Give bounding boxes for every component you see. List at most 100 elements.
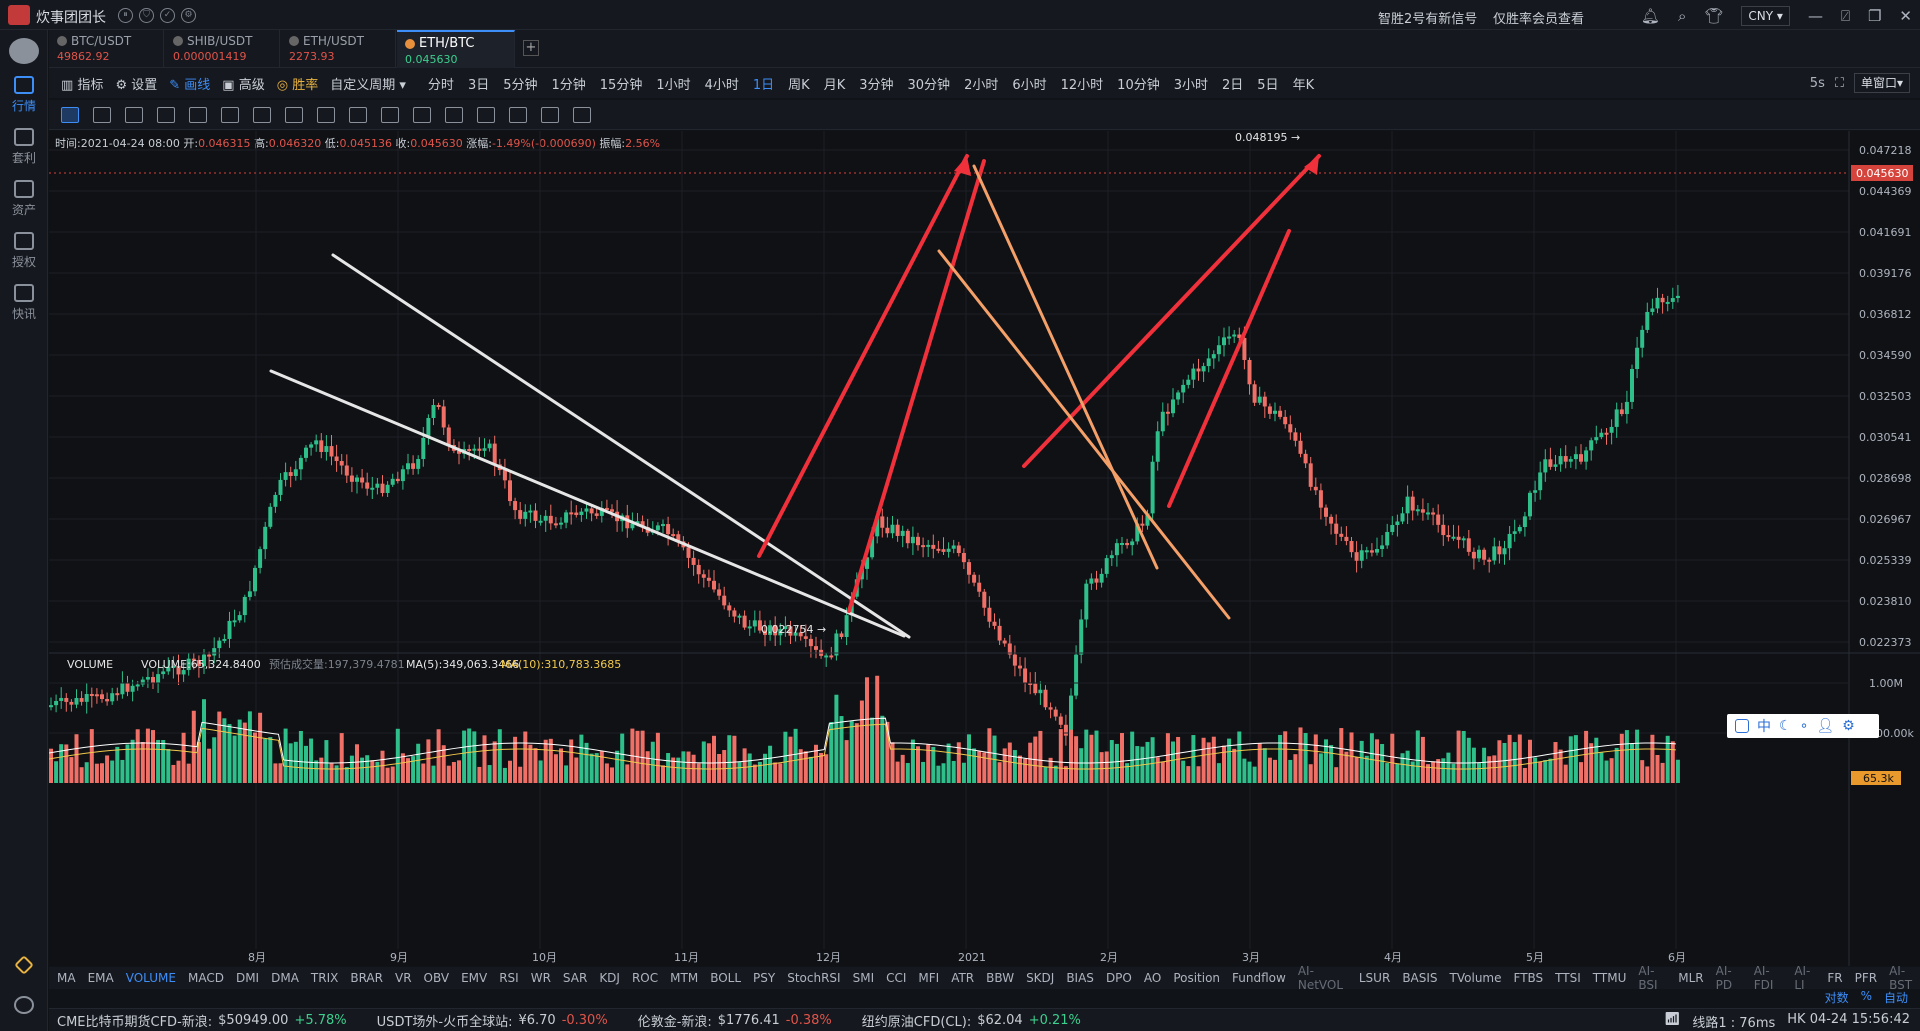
indicator-basis[interactable]: BASIS <box>1402 971 1438 985</box>
settings-button[interactable] <box>0 996 48 1017</box>
pen-icon[interactable] <box>413 107 431 123</box>
restore-icon[interactable]: ❐ <box>1867 7 1882 25</box>
period-14[interactable]: 12小时 <box>1060 77 1104 93</box>
line-status[interactable]: 线路1 : 76ms <box>1692 1016 1776 1031</box>
sidebar-item-quote[interactable]: 行情 <box>0 76 48 114</box>
gear-icon[interactable]: ⚙ <box>181 8 196 23</box>
indicator-ftbs[interactable]: FTBS <box>1513 971 1544 985</box>
period-19[interactable]: 年K <box>1292 77 1315 93</box>
period-15[interactable]: 10分钟 <box>1117 77 1160 93</box>
refresh-interval[interactable]: 5s <box>1809 75 1825 91</box>
period-3[interactable]: 1分钟 <box>551 77 586 93</box>
period-16[interactable]: 3小时 <box>1173 77 1208 93</box>
indicator-ai-netvol[interactable]: AI-NetVOL <box>1297 964 1344 992</box>
add-tab-button[interactable]: + <box>523 40 539 56</box>
indicator-fundflow[interactable]: Fundflow <box>1232 971 1286 985</box>
sidebar-item-assets[interactable]: 资产 <box>0 180 48 218</box>
bars-icon[interactable] <box>445 107 463 123</box>
period-1[interactable]: 3日 <box>467 77 490 93</box>
indicator-ma[interactable]: MA <box>57 971 76 985</box>
indicator-boll[interactable]: BOLL <box>710 971 742 985</box>
period-9[interactable]: 月K <box>823 77 846 93</box>
record-icon[interactable]: ⏸ <box>118 8 133 23</box>
rectangle-icon[interactable] <box>157 107 175 123</box>
diamond-button[interactable] <box>0 955 48 975</box>
indicator-roc[interactable]: ROC <box>631 971 659 985</box>
window-mode-select[interactable]: 单窗口▾ <box>1853 73 1910 93</box>
indicator-ema[interactable]: EMA <box>87 971 114 985</box>
indicator-button[interactable]: ▥ 指标 <box>61 77 104 93</box>
indicator-mlr[interactable]: MLR <box>1678 971 1704 985</box>
draw-button[interactable]: ✎ 画线 <box>169 77 211 93</box>
close-icon[interactable]: ✕ <box>1899 7 1912 25</box>
period-7[interactable]: 1日 <box>752 77 775 93</box>
edit-icon[interactable] <box>541 107 559 123</box>
magnet-icon[interactable] <box>317 107 335 123</box>
indicator-ai-bst[interactable]: AI-BST <box>1889 964 1913 992</box>
sidebar-item-arbitrage[interactable]: 套利 <box>0 128 48 166</box>
minimize-icon[interactable]: — <box>1807 7 1823 25</box>
indicator-bias[interactable]: BIAS <box>1066 971 1094 985</box>
sidebar-item-auth[interactable]: 授权 <box>0 232 48 270</box>
fullscreen-icon[interactable]: ⛶ <box>1834 75 1844 91</box>
period-11[interactable]: 30分钟 <box>907 77 951 93</box>
indicator-position[interactable]: Position <box>1173 971 1221 985</box>
tab-eth-usdt[interactable]: ETH/USDT 2273.93 <box>281 30 396 68</box>
period-13[interactable]: 6小时 <box>1012 77 1047 93</box>
pin-icon[interactable]: ⍁ <box>1840 7 1850 25</box>
parallel-line-icon[interactable] <box>125 107 143 123</box>
trash-alt-icon[interactable] <box>477 107 495 123</box>
lock-icon[interactable] <box>349 107 367 123</box>
pct-scale-button[interactable]: % <box>1860 989 1872 1003</box>
indicator-pfr[interactable]: PFR <box>1854 971 1878 985</box>
fib-lines-icon[interactable] <box>189 107 207 123</box>
crosshair-icon[interactable] <box>61 107 79 123</box>
delete-icon[interactable] <box>573 107 591 123</box>
indicator-ao[interactable]: AO <box>1143 971 1162 985</box>
price-chart[interactable]: 0.047218 0.044369 0.041691 0.039176 0.036812… <box>49 131 1920 966</box>
indicator-smi[interactable]: SMI <box>852 971 875 985</box>
tab-btc-usdt[interactable]: BTC/USDT 49862.92 <box>49 30 164 68</box>
indicator-dma[interactable]: DMA <box>271 971 299 985</box>
period-0[interactable]: 分时 <box>427 77 454 93</box>
indicator-ai-bsi[interactable]: AI-BSI <box>1638 964 1658 992</box>
user-icon[interactable]: 👤︎ <box>1816 718 1835 734</box>
indicator-ttmu[interactable]: TTMU <box>1592 971 1627 985</box>
copy-icon[interactable] <box>509 107 527 123</box>
dots-icon[interactable]: ∘ <box>1799 718 1809 734</box>
period-4[interactable]: 15分钟 <box>599 77 643 93</box>
indicator-ai-fdi[interactable]: AI-FDI <box>1753 964 1774 992</box>
indicator-vr[interactable]: VR <box>394 971 412 985</box>
indicator-cci[interactable]: CCI <box>886 971 907 985</box>
sidebar-item-news[interactable]: 快讯 <box>0 284 48 322</box>
promo-link[interactable]: 仅胜率会员查看 <box>1493 12 1585 27</box>
lang-button[interactable]: 中 <box>1757 719 1771 735</box>
indicator-brar[interactable]: BRAR <box>350 971 383 985</box>
indicator-skdj[interactable]: SKDJ <box>1026 971 1055 985</box>
indicator-mtm[interactable]: MTM <box>670 971 699 985</box>
period-18[interactable]: 5日 <box>1257 77 1279 93</box>
measure-icon[interactable] <box>253 107 271 123</box>
indicator-volume[interactable]: VOLUME <box>125 971 176 985</box>
indicator-ai-pd[interactable]: AI-PD <box>1715 964 1733 992</box>
indicator-dpo[interactable]: DPO <box>1105 971 1132 985</box>
indicator-obv[interactable]: OBV <box>423 971 450 985</box>
period-8[interactable]: 周K <box>788 77 810 93</box>
expand-icon[interactable] <box>1735 719 1749 733</box>
moon-icon[interactable]: ☾ <box>1779 718 1792 734</box>
currency-select[interactable]: CNY ▾ <box>1741 6 1790 26</box>
indicator-wr[interactable]: WR <box>530 971 551 985</box>
period-12[interactable]: 2小时 <box>964 77 999 93</box>
auto-scale-button[interactable]: 自动 <box>1883 991 1908 1005</box>
indicator-fr[interactable]: FR <box>1827 971 1843 985</box>
indicator-mfi[interactable]: MFI <box>918 971 940 985</box>
indicator-macd[interactable]: MACD <box>187 971 224 985</box>
indicator-stochrsi[interactable]: StochRSI <box>787 971 841 985</box>
bell-icon[interactable]: 🔔︎ <box>1640 7 1660 25</box>
indicator-sar[interactable]: SAR <box>562 971 588 985</box>
indicator-lsur[interactable]: LSUR <box>1358 971 1391 985</box>
signal-notice[interactable]: 智胜2号有新信号 <box>1378 12 1478 27</box>
search-icon[interactable]: ⌕ <box>1677 7 1687 25</box>
period-6[interactable]: 4小时 <box>704 77 739 93</box>
ruler-icon[interactable] <box>381 107 399 123</box>
